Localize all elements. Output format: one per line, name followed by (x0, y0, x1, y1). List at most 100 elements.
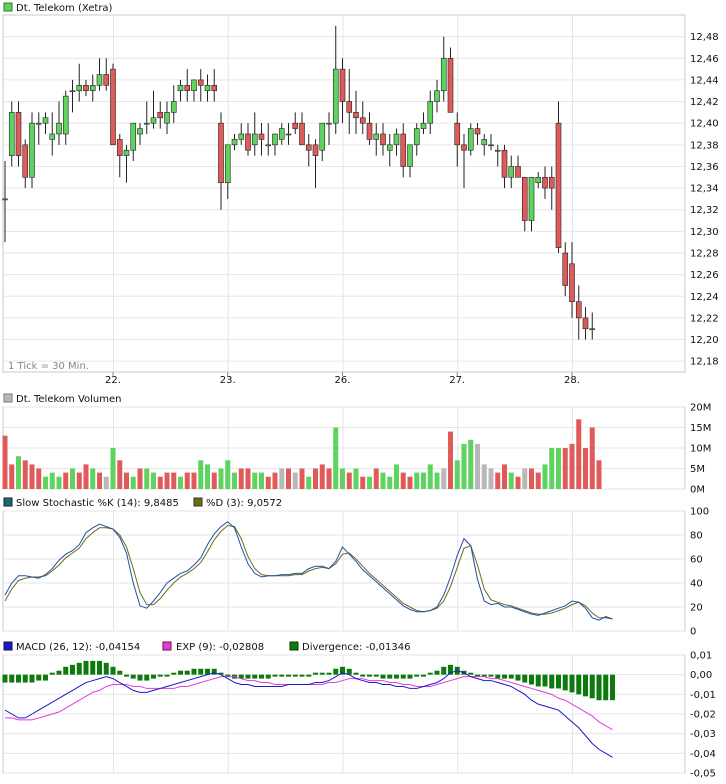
candle-body (245, 133, 251, 151)
divergence-bar (178, 670, 183, 675)
candle-body (508, 166, 515, 178)
y-tick-label: 12,30 (690, 227, 719, 238)
candle-body (177, 85, 184, 92)
volume-bar (508, 472, 514, 489)
candle-body (582, 317, 589, 330)
divergence-bar (144, 674, 150, 681)
y-tick-label: 10M (690, 444, 711, 455)
candle-body (204, 85, 211, 92)
volume-bar (427, 464, 433, 489)
divergence-bar (2, 674, 8, 683)
divergence-bar (421, 674, 426, 677)
candle-body (548, 176, 555, 189)
divergence-bar (319, 672, 325, 675)
price-panel: Dt. Telekom (Xetra) 1 Tick = 30 Min. 22.… (2, 2, 719, 386)
y-tick-label: 12,40 (690, 119, 719, 130)
y-tick-label: 12,46 (690, 54, 719, 65)
volume-bar (576, 419, 582, 489)
volume-bar (191, 472, 197, 489)
divergence-bar (151, 674, 156, 679)
price-grid (3, 15, 685, 372)
volume-bar (43, 476, 48, 489)
candle-body (137, 128, 143, 135)
candle-body (265, 144, 272, 147)
divergence-bar (171, 672, 177, 675)
volume-bar (346, 472, 352, 489)
divergence-bar (427, 672, 433, 675)
y-tick-label: 80 (690, 531, 703, 542)
candle-body (123, 149, 130, 156)
divergence-bar (326, 672, 332, 675)
candle-body (218, 122, 224, 183)
candle-body (305, 144, 312, 151)
volume-bar (434, 472, 440, 489)
candle-body (319, 122, 326, 151)
divergence-bar (488, 674, 494, 677)
divergence-bar (259, 674, 264, 679)
divergence-bar (522, 674, 528, 683)
candle-body (427, 101, 434, 124)
divergence-bar (394, 674, 399, 679)
divergence-bar (475, 674, 480, 677)
volume-bar (232, 472, 237, 489)
divergence-bar (448, 664, 453, 675)
y-tick-label: 12,28 (690, 249, 719, 260)
volume-bar (164, 472, 170, 489)
y-tick-label: 12,24 (690, 292, 719, 303)
y-tick-label: 60 (690, 555, 703, 566)
volume-bar (70, 468, 75, 489)
y-tick-label: 12,38 (690, 140, 719, 151)
volume-bar (110, 448, 116, 489)
candle-body (528, 176, 535, 221)
volume-bars (2, 419, 602, 489)
divergence-bar (333, 668, 339, 675)
macd-legend-swatch (3, 641, 13, 651)
divergence-bar (130, 674, 136, 679)
candle-body (366, 122, 373, 140)
divergence-bar (589, 674, 595, 699)
candle-body (56, 122, 62, 135)
divergence-bar (103, 662, 109, 675)
volume-bar (292, 472, 298, 489)
divergence-bars (2, 660, 615, 701)
y-tick-label: 12,18 (690, 357, 719, 368)
divergence-bar (353, 672, 359, 675)
stoch-d-legend: %D (3): 9,0572 (206, 498, 282, 509)
macd-panel: MACD (26, 12): -0,04154 EXP (9): -0,0280… (2, 641, 716, 780)
candle-body (481, 139, 488, 146)
candle-body (197, 79, 204, 86)
candle-body (35, 122, 42, 125)
candle-body (96, 74, 103, 86)
macd-y-axis: 0,01 0,00 -0,01 -0,02 -0,03 -0,04 -0,05 (690, 651, 716, 780)
volume-bar (299, 468, 305, 489)
divergence-bar (43, 674, 48, 681)
divergence-bar (292, 674, 298, 677)
candle-body (542, 176, 548, 189)
candle-body (231, 139, 238, 146)
candle-body (346, 101, 353, 113)
divergence-bar (49, 672, 55, 675)
price-x-axis: 22. 23. 26. 27. 28. (105, 372, 580, 386)
y-tick-label: 20M (690, 403, 711, 414)
y-tick-label: 5M (690, 464, 705, 475)
candle-body (224, 144, 231, 183)
divergence-bar (556, 674, 561, 689)
y-tick-label: 12,36 (690, 162, 719, 173)
volume-bar (475, 443, 480, 489)
volume-bar (76, 472, 82, 489)
volume-bar (279, 468, 285, 489)
volume-bar (562, 448, 568, 489)
divergence-bar (535, 674, 541, 687)
volume-bar (380, 472, 386, 489)
volume-bar (340, 468, 345, 489)
y-tick-label: 15M (690, 423, 711, 434)
volume-bar (468, 439, 474, 489)
candle-body (15, 112, 22, 156)
candle-body (157, 112, 164, 119)
divergence-bar (502, 674, 507, 679)
candle-body (555, 122, 562, 248)
stochastic-lines (4, 521, 613, 621)
y-tick-label: 12,26 (690, 270, 719, 281)
candle-body (89, 85, 96, 92)
